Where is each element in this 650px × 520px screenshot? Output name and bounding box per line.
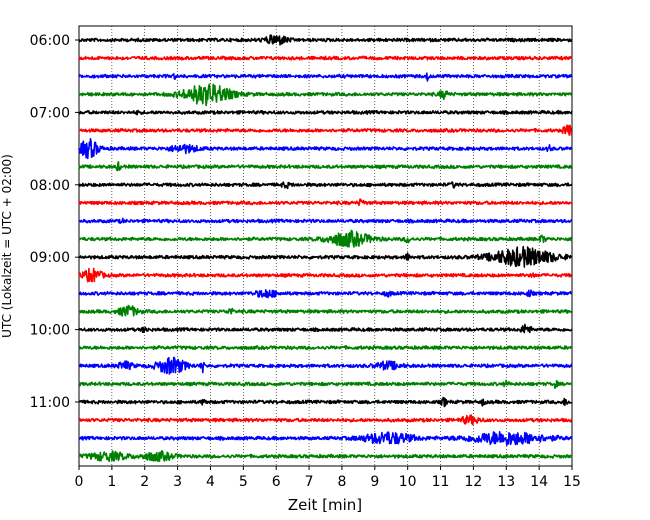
x-tick-label: 10	[399, 474, 417, 490]
seismic-trace-row	[78, 109, 573, 116]
seismic-trace-row	[78, 161, 573, 172]
x-tick-label: 1	[107, 474, 116, 490]
seismic-trace-row	[78, 181, 573, 190]
x-tick-label: 4	[206, 474, 215, 490]
x-tick-label: 13	[497, 474, 515, 490]
x-tick-label: 3	[173, 474, 182, 490]
seismic-trace-row	[78, 304, 573, 317]
seismic-trace-row	[78, 34, 573, 46]
seismic-trace-row	[78, 396, 573, 408]
x-axis-ticks: 0 1 2 3 4 5 6 7 8 9 10 11 12 13 14 15	[75, 466, 581, 490]
seismic-trace-row	[78, 229, 573, 248]
y-tick-label: 07:00	[30, 105, 70, 121]
y-axis-ticks: 06:00 07:00 08:00 09:00 10:00 11:00	[30, 33, 79, 411]
seismic-trace-row	[78, 217, 573, 225]
seismic-trace-row	[78, 289, 573, 299]
y-tick-label: 10:00	[30, 323, 70, 339]
y-axis-label: UTC (Lokalzeit = UTC + 02:00)	[0, 154, 14, 338]
seismic-trace-row	[78, 379, 573, 390]
seismic-trace-row	[78, 267, 573, 283]
seismic-trace-row	[78, 450, 573, 463]
grid-lines	[111, 26, 540, 466]
seismic-trace-row	[78, 55, 573, 61]
x-tick-label: 14	[530, 474, 548, 490]
seismic-trace-row	[78, 198, 573, 207]
seismic-trace-row	[78, 356, 573, 375]
seismic-trace-row	[78, 323, 573, 334]
seismic-trace-row	[78, 137, 573, 160]
x-tick-label: 5	[239, 474, 248, 490]
plot-frame	[78, 25, 573, 467]
y-tick-label: 06:00	[30, 33, 70, 49]
seismic-trace-row	[78, 345, 573, 351]
x-tick-label: 11	[432, 474, 450, 490]
seismic-trace-row	[78, 245, 573, 268]
seismic-trace-row	[78, 124, 573, 136]
seismic-trace-row	[78, 72, 573, 82]
x-tick-label: 9	[370, 474, 379, 490]
seismic-trace-row	[78, 430, 573, 446]
x-tick-label: 12	[464, 474, 482, 490]
y-tick-label: 11:00	[30, 395, 70, 411]
x-tick-label: 2	[140, 474, 149, 490]
y-tick-label: 09:00	[30, 250, 70, 266]
y-tick-label: 08:00	[30, 178, 70, 194]
seismic-traces	[78, 34, 573, 463]
x-tick-label: 0	[75, 474, 84, 490]
x-tick-label: 7	[305, 474, 314, 490]
x-axis-label: Zeit [min]	[288, 496, 362, 514]
seismic-trace-row	[78, 83, 573, 107]
seismic-trace-row	[78, 414, 573, 426]
x-tick-label: 8	[337, 474, 346, 490]
x-tick-label: 15	[563, 474, 581, 490]
x-tick-label: 6	[272, 474, 281, 490]
